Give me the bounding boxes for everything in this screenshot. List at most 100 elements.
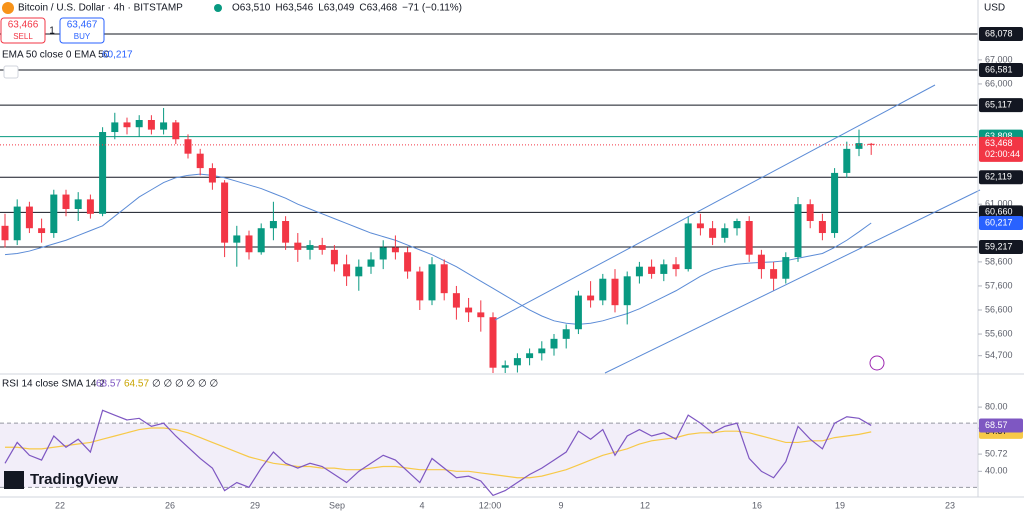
ohlc-item: H63,546: [275, 3, 313, 14]
candle-body: [355, 266, 363, 277]
x-tick-label: 4: [419, 500, 424, 510]
candle-body: [684, 223, 692, 270]
rsi-legend-value: 68.57: [96, 379, 121, 390]
main-pane: [0, 33, 978, 373]
candle-body: [477, 312, 485, 318]
last-price-label: 63,468: [985, 138, 1013, 148]
y-tick-label: 58,600: [985, 256, 1013, 266]
candle-body: [62, 194, 70, 209]
candle-body: [599, 278, 607, 301]
collapse-button[interactable]: [3, 65, 19, 79]
status-dot: [214, 4, 222, 12]
candle-body: [184, 139, 192, 154]
candle-body: [221, 182, 229, 243]
candle-body: [428, 264, 436, 301]
ema-legend-value: 60,217: [102, 50, 133, 61]
candle-body: [343, 264, 351, 277]
price-tag-label: 59,217: [985, 241, 1013, 251]
candle-body: [818, 221, 826, 234]
brand: TradingView: [30, 471, 118, 488]
price-tag-label: 66,581: [985, 64, 1013, 74]
candle-body: [245, 235, 253, 253]
price-tag-label: 62,119: [985, 172, 1012, 182]
candle-body: [257, 228, 265, 253]
candle-body: [513, 358, 521, 366]
price-tag-label: 63,808: [985, 131, 1013, 141]
rsi-tick-label: 80.00: [985, 401, 1008, 411]
candle-body: [782, 257, 790, 279]
ema-line: [4, 173, 872, 325]
x-tick-label: 29: [250, 500, 260, 510]
candle-body: [404, 252, 412, 272]
candle-body: [306, 245, 314, 250]
candle-body: [318, 245, 326, 250]
rsi-tick-label: 50.72: [985, 448, 1008, 458]
sma-legend-value: 64.57: [124, 379, 149, 390]
x-tick-label: Sep: [329, 500, 345, 510]
rsi-tag: [979, 418, 1023, 433]
candle-body: [648, 266, 656, 274]
candle-body: [452, 293, 460, 308]
price-tag: [979, 98, 1023, 113]
ohlc-item: C63,468: [359, 3, 397, 14]
candle-body: [672, 264, 680, 270]
rsi-line: [5, 427, 872, 479]
candle-body: [831, 172, 839, 234]
sell-price: 63,466: [8, 20, 39, 31]
candle-body: [367, 259, 375, 267]
candle-body: [635, 266, 643, 277]
rsi-band: [0, 423, 978, 488]
ema-legend: EMA 50 close 0 EMA 50: [2, 50, 110, 61]
candle-body: [135, 120, 143, 128]
ohlc: O63,510 H63,546 L63,049 C63,468 −71 (−0.11%): [232, 3, 462, 14]
channel-lower: [604, 189, 981, 374]
candle-body: [25, 206, 33, 229]
rsi-legend-extra: ∅ ∅ ∅ ∅ ∅ ∅: [152, 379, 218, 390]
sell-button[interactable]: [0, 17, 46, 44]
candle-body: [74, 199, 82, 209]
price-axis: 67,000 66,000 61,000 58,600 57,600 56,600 55,6…: [978, 26, 1023, 476]
candle-body: [757, 254, 765, 270]
alert-icon[interactable]: [869, 355, 885, 371]
candle-body: [196, 153, 204, 169]
candle-body: [160, 122, 168, 130]
y-tick-label: 55,600: [985, 328, 1013, 338]
candle-body: [1, 225, 9, 241]
candle-body: [465, 307, 473, 313]
candle-body: [13, 206, 21, 241]
countdown: 02:00:44: [985, 149, 1020, 159]
candle-body: [294, 242, 302, 250]
symbol-title: Bitcoin / U.S. Dollar · 4h · BITSTAMP: [18, 3, 183, 14]
candle-body: [111, 122, 119, 133]
rsi-tick-label: 40.00: [985, 466, 1008, 476]
candle-body: [233, 235, 241, 243]
y-tick-label: 54,700: [985, 350, 1013, 360]
candle-body: [587, 295, 595, 301]
candle-body: [550, 338, 558, 349]
spread: 1: [49, 26, 55, 37]
logo-mark: [4, 471, 24, 489]
candle-body: [282, 221, 290, 243]
candle-body: [86, 199, 94, 214]
candle-body: [147, 120, 155, 130]
candle-body: [562, 329, 570, 339]
x-tick-label: 23: [945, 500, 955, 510]
candle-body: [538, 348, 546, 354]
candle-body: [733, 221, 741, 229]
price-tag-label: 60,660: [985, 207, 1013, 217]
candle-body: [806, 204, 814, 222]
candle-body: [855, 143, 863, 149]
candle-body: [172, 122, 180, 140]
ohlc-item: O63,510: [232, 3, 271, 14]
candle-body: [440, 264, 448, 294]
rsi-legend: RSI 14 close SMA 14 2: [2, 379, 105, 390]
price-tag-label: 68,078: [985, 28, 1013, 38]
candle-body: [489, 317, 497, 368]
btc-icon: [2, 2, 14, 14]
buy-button[interactable]: [59, 17, 105, 44]
y-tick-label: 56,600: [985, 304, 1013, 314]
candle-body: [721, 228, 729, 238]
candle-body: [709, 228, 717, 238]
candle-body: [574, 295, 582, 330]
y-tick-label: 66,000: [985, 78, 1013, 88]
